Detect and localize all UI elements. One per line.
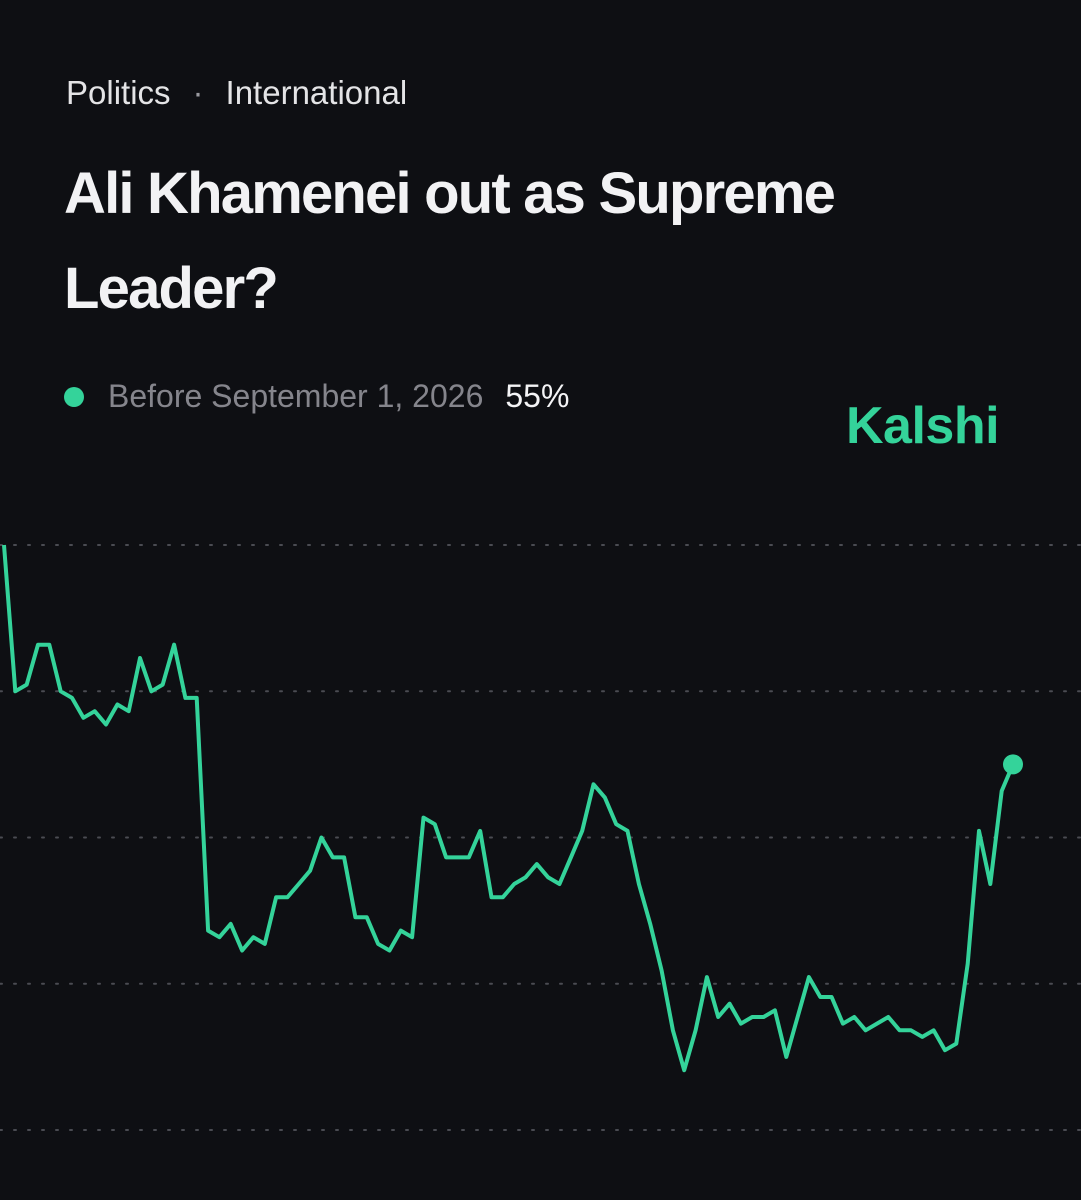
price-line	[2, 544, 1015, 1073]
legend: Before September 1, 2026 55%	[64, 378, 569, 415]
brand-logo[interactable]: Kalshi	[846, 397, 1000, 455]
legend-label: Before September 1, 2026	[108, 378, 484, 414]
separator: ·	[192, 74, 204, 111]
legend-dot	[64, 386, 84, 407]
breadcrumb: Politics · International	[66, 74, 407, 112]
tag[interactable]: Politics	[66, 74, 171, 111]
tag[interactable]: International	[225, 74, 408, 111]
current-value: 55%	[505, 378, 570, 414]
market-title: Ali Khamenei out as Supreme Leader?	[64, 161, 836, 321]
last-point	[1003, 754, 1023, 775]
